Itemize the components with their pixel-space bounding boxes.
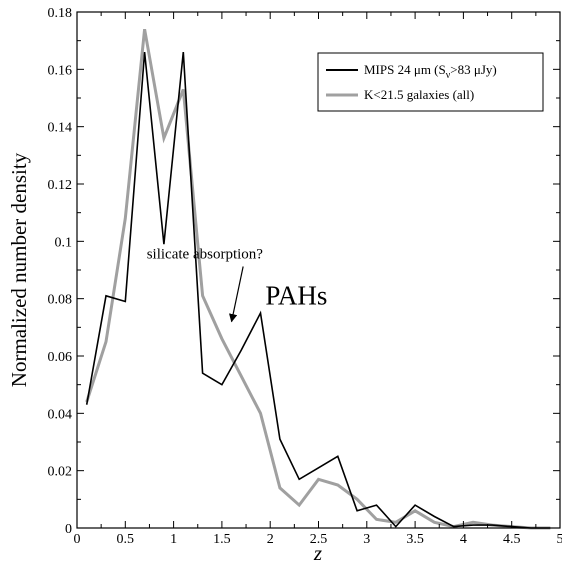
- y-tick-label: 0.16: [48, 63, 73, 78]
- x-axis: 0 0.5 1 1.5 2 2.5 3 3.5 4 4.5 5: [74, 12, 562, 547]
- x-tick-label: 0: [74, 532, 81, 547]
- series-layer: [85, 28, 551, 530]
- legend-label-mips: MIPS 24 μm (Sν>83 μJy): [364, 62, 497, 81]
- legend: MIPS 24 μm (Sν>83 μJy) K<21.5 galaxies (…: [317, 52, 544, 112]
- annotation-layer: silicate absorption? PAHs: [147, 247, 327, 323]
- x-tick-label: 1.5: [213, 532, 231, 547]
- y-tick-label: 0: [65, 522, 72, 537]
- y-tick-label: 0.04: [48, 407, 73, 422]
- annotation-silicate: silicate absorption?: [147, 247, 264, 263]
- y-tick-label: 0.1: [55, 235, 73, 250]
- x-tick-label: 3.5: [406, 532, 424, 547]
- series-line-0: [85, 52, 551, 529]
- legend-box: [317, 52, 544, 112]
- x-tick-label: 3: [363, 532, 370, 547]
- x-tick-label: 1: [170, 532, 177, 547]
- x-tick-label: 0.5: [117, 532, 135, 547]
- y-axis-title: Normalized number density: [7, 152, 31, 387]
- legend-label-k-galaxies: K<21.5 galaxies (all): [364, 87, 474, 102]
- y-axis: 0 0.02 0.04 0.06 0.08 0.1 0.12 0.14 0.16 0.18: [48, 6, 560, 537]
- y-tick-label: 0.18: [48, 6, 73, 21]
- y-tick-label: 0.14: [48, 121, 73, 136]
- annotation-arrow: [229, 266, 244, 323]
- x-tick-label: 4.5: [503, 532, 521, 547]
- x-axis-title: z: [313, 541, 322, 561]
- x-tick-label: 4: [460, 532, 467, 547]
- x-tick-label: 2: [267, 532, 274, 547]
- y-tick-label: 0.02: [48, 465, 73, 480]
- y-tick-label: 0.06: [48, 350, 73, 365]
- x-tick-label: 5: [557, 532, 562, 547]
- y-tick-label: 0.08: [48, 293, 73, 308]
- x-tick-label: 2.5: [310, 532, 328, 547]
- y-tick-label: 0.12: [48, 178, 73, 193]
- series-line-1: [85, 28, 551, 530]
- annotation-pahs: PAHs: [265, 280, 327, 310]
